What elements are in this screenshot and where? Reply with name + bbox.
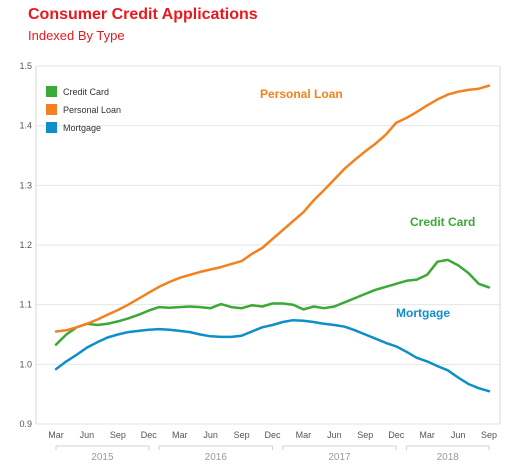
x-tick-label: Dec [388, 430, 405, 440]
annotation-personal-loan: Personal Loan [260, 87, 343, 101]
legend-label-credit-card: Credit Card [63, 87, 109, 97]
x-tick-label: Mar [419, 430, 435, 440]
x-tick-label: Jun [451, 430, 466, 440]
legend-swatch-mortgage [46, 122, 57, 133]
chart-subtitle: Indexed By Type [28, 28, 125, 43]
x-tick-label: Sep [234, 430, 250, 440]
legend-swatch-personal-loan [46, 104, 57, 115]
x-tick-label: Mar [48, 430, 64, 440]
y-tick-label: 0.9 [19, 419, 32, 429]
chart-title: Consumer Credit Applications [28, 6, 258, 23]
series-lines [54, 84, 491, 393]
y-tick-label: 1.2 [19, 240, 32, 250]
gridlines [35, 65, 501, 425]
series-line-credit-card [54, 258, 491, 346]
annotations: Personal Loan Credit Card Mortgage [260, 87, 475, 320]
legend-swatch-credit-card [46, 86, 57, 97]
series-line-personal-loan [54, 84, 491, 333]
annotation-credit-card: Credit Card [410, 215, 475, 229]
x-tick-label: Sep [110, 430, 126, 440]
x-tick-label: Mar [296, 430, 312, 440]
x-tick-label: Jun [80, 430, 95, 440]
year-label: 2018 [437, 452, 460, 463]
year-label: 2015 [91, 452, 114, 463]
y-tick-label: 1.0 [19, 359, 32, 369]
x-tick-label: Dec [141, 430, 158, 440]
annotation-mortgage: Mortgage [396, 306, 450, 320]
legend-label-personal-loan: Personal Loan [63, 105, 121, 115]
year-label: 2016 [205, 452, 228, 463]
x-tick-label: Mar [172, 430, 188, 440]
series-line-mortgage [54, 318, 491, 393]
legend: Credit Card Personal Loan Mortgage [46, 86, 121, 133]
x-tick-label: Jun [203, 430, 218, 440]
axes: 0.9 1.0 1.1 1.2 1.3 1.4 1.5 Mar Jun Sep Dec Mar Jun S… [19, 61, 497, 463]
y-tick-label: 1.5 [19, 61, 32, 71]
legend-label-mortgage: Mortgage [63, 123, 101, 133]
y-tick-label: 1.3 [19, 180, 32, 190]
y-tick-label: 1.1 [19, 300, 32, 310]
x-tick-label: Jun [327, 430, 342, 440]
year-label: 2017 [328, 452, 351, 463]
y-tick-label: 1.4 [19, 121, 32, 131]
x-tick-label: Sep [481, 430, 497, 440]
x-tick-label: Dec [264, 430, 281, 440]
x-tick-label: Sep [357, 430, 373, 440]
